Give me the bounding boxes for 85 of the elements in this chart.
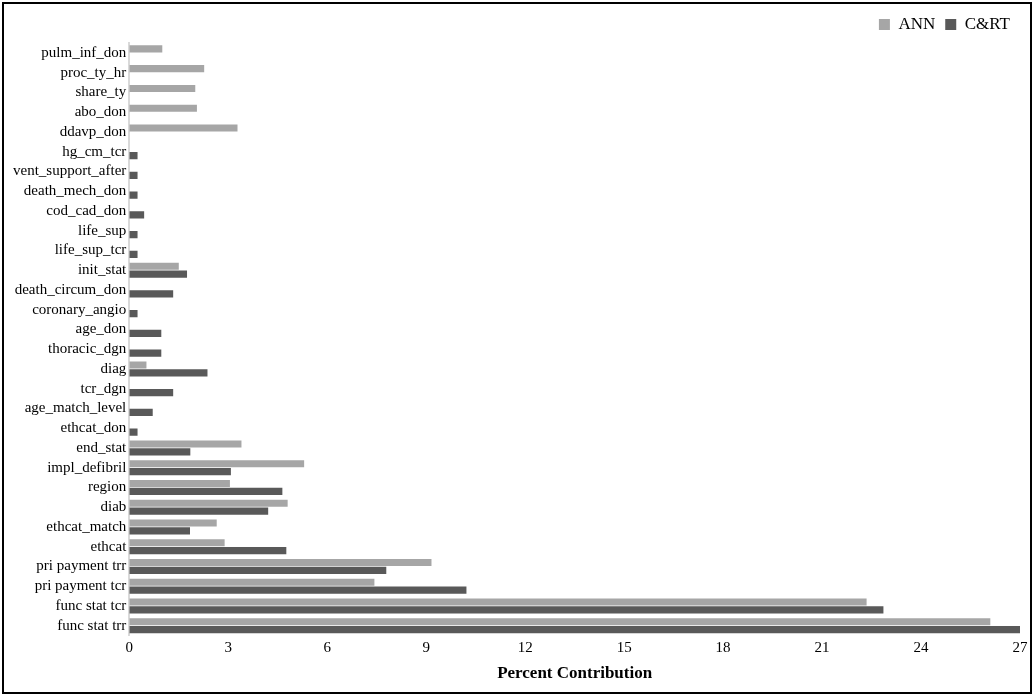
y-tick-label: init_stat — [77, 261, 128, 278]
bar — [129, 231, 138, 239]
bar — [129, 479, 230, 488]
y-tick-label: ethcat_don — [60, 419, 127, 436]
bar — [129, 448, 191, 456]
bar — [129, 547, 287, 555]
bar — [129, 606, 884, 614]
bar — [129, 539, 225, 547]
y-tick-label: ddavp_don — [59, 122, 127, 139]
bar — [129, 507, 269, 515]
bar — [129, 618, 991, 626]
legend-label: C&RT — [964, 13, 1011, 33]
bar — [129, 349, 162, 357]
y-tick-label: diag — [100, 359, 127, 376]
x-tick-label: 21 — [814, 638, 830, 655]
y-tick-label: diab — [100, 498, 127, 515]
bar — [129, 408, 153, 416]
y-tick-label: impl_defibril — [47, 458, 127, 475]
bar — [129, 586, 467, 594]
x-tick-label: 15 — [616, 638, 632, 655]
bar — [129, 460, 305, 468]
y-tick-label: pri payment tcr — [34, 577, 127, 594]
bar — [129, 329, 162, 337]
y-tick-label: tcr_dgn — [80, 379, 127, 396]
bar — [129, 468, 231, 476]
bar — [129, 211, 145, 219]
bar — [129, 527, 190, 535]
y-tick-label: region — [87, 478, 127, 495]
y-tick-label: thoracic_dgn — [47, 340, 127, 357]
y-tick-label: life_sup — [77, 221, 127, 238]
y-tick-label: func stat trr — [57, 616, 127, 633]
y-tick-label: coronary_angio — [32, 300, 127, 317]
y-tick-label: ethcat_match — [46, 517, 127, 534]
bar — [129, 440, 242, 448]
y-tick-label: cod_cad_don — [46, 201, 127, 218]
y-tick-label: age_match_level — [24, 399, 127, 416]
y-tick-label: vent_support_after — [12, 162, 127, 179]
bar — [129, 191, 138, 199]
y-tick-label: func stat tcr — [55, 596, 127, 613]
bar — [129, 171, 138, 179]
bar — [129, 84, 196, 92]
bar — [129, 152, 138, 160]
y-tick-label: pulm_inf_don — [41, 43, 127, 60]
bar — [129, 389, 174, 397]
bar — [129, 428, 138, 436]
x-tick-label: 27 — [1012, 638, 1028, 655]
y-tick-label: life_sup_tcr — [54, 241, 127, 258]
x-tick-label: 12 — [517, 638, 533, 655]
bar — [129, 310, 138, 318]
bar — [129, 566, 387, 574]
x-tick-label: 3 — [224, 638, 233, 655]
y-tick-label: ethcat — [90, 537, 128, 554]
bar — [129, 124, 238, 132]
bar — [129, 104, 197, 112]
bar — [129, 65, 205, 73]
bar — [129, 361, 147, 369]
x-axis-title: Percent Contribution — [497, 663, 653, 683]
bar — [129, 262, 179, 270]
x-tick-label: 24 — [913, 638, 930, 655]
bar — [129, 499, 288, 507]
y-tick-label: age_don — [75, 320, 127, 337]
bar — [129, 270, 188, 278]
bar — [129, 487, 283, 495]
x-tick-label: 0 — [125, 638, 134, 655]
bar — [129, 558, 432, 567]
bar — [129, 250, 138, 258]
bar — [129, 519, 217, 527]
x-tick-label: 6 — [323, 638, 332, 655]
y-tick-label: death_circum_don — [14, 280, 127, 297]
bar — [129, 290, 174, 298]
x-tick-label: 9 — [422, 638, 430, 655]
bar — [129, 578, 375, 586]
bar — [129, 626, 1020, 634]
y-tick-label: hg_cm_tcr — [62, 142, 127, 159]
y-tick-label: death_mech_don — [23, 182, 127, 199]
y-tick-label: share_ty — [75, 83, 127, 100]
y-tick-label: proc_ty_hr — [60, 63, 127, 80]
bar — [129, 598, 867, 606]
x-tick-label: 18 — [715, 638, 731, 655]
legend-label: ANN — [898, 13, 936, 33]
y-tick-label: pri payment trr — [36, 557, 127, 574]
y-tick-label: end_stat — [76, 438, 128, 455]
y-tick-label: abo_don — [74, 103, 127, 120]
bar — [129, 369, 208, 377]
bar — [129, 45, 163, 53]
